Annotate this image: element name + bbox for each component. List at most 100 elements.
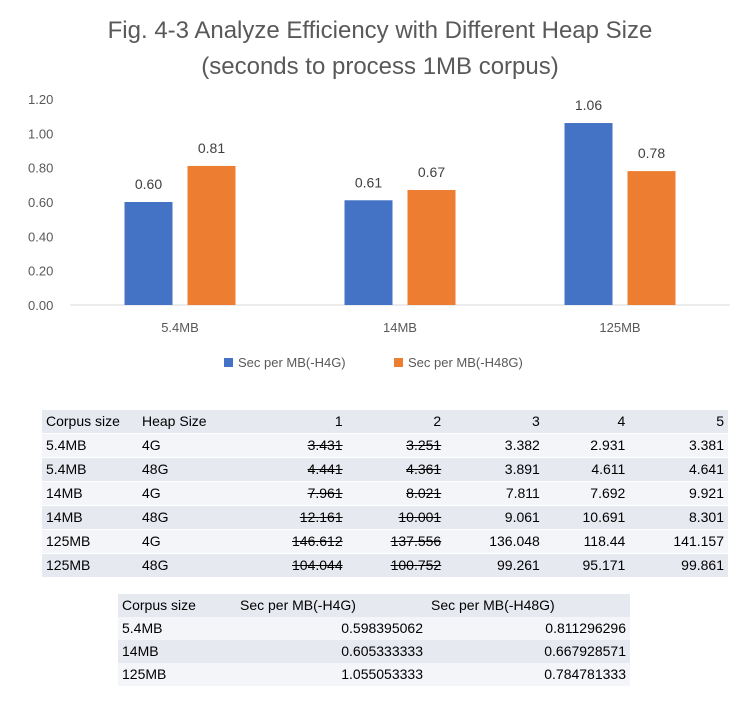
table-cell: 14MB <box>42 481 138 506</box>
table-cell: 2.931 <box>543 433 630 458</box>
y-axis: 0.00 0.20 0.40 0.60 0.80 1.00 1.20 <box>28 92 53 313</box>
column-header: 2 <box>346 410 446 434</box>
legend: Sec per MB(-H4G) Sec per MB(-H48G) <box>224 355 523 370</box>
bar-data-label: 0.61 <box>355 174 382 190</box>
table-cell: 0.667928571 <box>427 640 630 663</box>
table-header-row: Corpus size Heap Size 1 2 3 4 5 <box>42 410 728 434</box>
bar <box>627 171 676 305</box>
table-cell: 0.784781333 <box>427 663 630 686</box>
table-row: 14MB 48G 12.161 10.001 9.061 10.691 8.301 <box>42 505 728 530</box>
x-tick-label: 14MB <box>383 320 417 335</box>
y-tick-label: 0.00 <box>28 298 53 313</box>
chart-title-line-2: (seconds to process 1MB corpus) <box>201 53 558 80</box>
table-cell: 95.171 <box>543 553 630 578</box>
column-header: Sec per MB(-H4G) <box>236 594 427 617</box>
y-tick-label: 1.20 <box>28 92 53 107</box>
column-header: 4 <box>543 410 630 434</box>
table-cell: 9.061 <box>445 505 544 530</box>
bar <box>344 200 393 305</box>
chart-title-line-1: Fig. 4-3 Analyze Efficiency with Differe… <box>108 17 653 44</box>
column-header: 1 <box>248 410 347 434</box>
table-row: 14MB 4G 7.961 8.021 7.811 7.692 9.921 <box>42 481 728 506</box>
table-row: 125MB 4G 146.612 137.556 136.048 118.44 141.15… <box>42 529 728 554</box>
table-cell: 5.4MB <box>118 617 236 640</box>
bar-data-label: 0.60 <box>135 176 162 192</box>
x-axis: 5.4MB 14MB 125MB <box>161 320 640 335</box>
table-cell: 3.382 <box>445 433 544 458</box>
y-tick-label: 0.60 <box>28 195 53 210</box>
column-header: 5 <box>629 410 728 434</box>
table-cell: 125MB <box>42 529 138 554</box>
table-cell: 125MB <box>42 553 138 578</box>
table-cell: 0.811296296 <box>427 617 630 640</box>
table-cell: 4.611 <box>543 457 630 482</box>
bar <box>564 123 613 306</box>
table-cell: 3.891 <box>445 457 544 482</box>
table-cell: 14MB <box>42 505 138 530</box>
table-cell: 4G <box>138 529 248 554</box>
y-tick-label: 0.40 <box>28 229 53 244</box>
table-cell: 48G <box>138 505 248 530</box>
table-row: 14MB 0.605333333 0.667928571 <box>118 640 630 663</box>
table-row: 5.4MB 0.598395062 0.811296296 <box>118 617 630 640</box>
table-row: 5.4MB 4G 3.431 3.251 3.382 2.931 3.381 <box>42 433 728 458</box>
table-cell: 8.301 <box>629 505 728 530</box>
table-cell: 3.431 <box>248 433 347 458</box>
legend-swatch <box>224 358 233 367</box>
table-row: 5.4MB 48G 4.441 4.361 3.891 4.611 4.641 <box>42 457 728 482</box>
table-cell: 10.001 <box>346 505 446 530</box>
table-row: 125MB 48G 104.044 100.752 99.261 95.171 99.861 <box>42 553 728 578</box>
table-cell: 99.261 <box>445 553 544 578</box>
table-cell: 118.44 <box>543 529 630 554</box>
table-cell: 4G <box>138 481 248 506</box>
column-header: Sec per MB(-H48G) <box>427 594 630 617</box>
table-cell: 104.044 <box>248 553 347 578</box>
table-cell: 4G <box>138 433 248 458</box>
table-cell: 7.811 <box>445 481 544 506</box>
table-cell: 48G <box>138 553 248 578</box>
y-tick-label: 1.00 <box>28 126 53 141</box>
table-cell: 136.048 <box>445 529 544 554</box>
y-tick-label: 0.20 <box>28 264 53 279</box>
table-cell: 141.157 <box>629 529 728 554</box>
table-cell: 5.4MB <box>42 457 138 482</box>
table-cell: 100.752 <box>346 553 446 578</box>
table-cell: 146.612 <box>248 529 347 554</box>
table-cell: 3.381 <box>629 433 728 458</box>
table-cell: 7.692 <box>543 481 630 506</box>
legend-label: Sec per MB(-H48G) <box>408 355 523 370</box>
column-header: 3 <box>445 410 544 434</box>
y-tick-label: 0.80 <box>28 161 53 176</box>
column-header: Corpus size <box>118 594 236 617</box>
table-cell: 3.251 <box>346 433 446 458</box>
table-cell: 5.4MB <box>42 433 138 458</box>
summary-header-row: Corpus size Sec per MB(-H4G) Sec per MB(-H… <box>118 594 630 617</box>
bar <box>124 202 173 305</box>
table-cell: 125MB <box>118 663 236 686</box>
table-cell: 10.691 <box>543 505 630 530</box>
table-cell: 0.605333333 <box>236 640 427 663</box>
column-header: Corpus size <box>42 410 138 434</box>
bar-chart: Fig. 4-3 Analyze Efficiency with Differe… <box>28 17 730 370</box>
runs-table: Corpus size Heap Size 1 2 3 4 5 5.4MB 4G 3.431 3.2… <box>42 410 728 578</box>
bar <box>187 165 236 305</box>
bar-data-label: 0.78 <box>638 145 665 161</box>
table-cell: 7.961 <box>248 481 347 506</box>
table-cell: 99.861 <box>629 553 728 578</box>
table-cell: 0.598395062 <box>236 617 427 640</box>
bar-data-label: 0.67 <box>418 164 445 180</box>
table-cell: 137.556 <box>346 529 446 554</box>
table-cell: 9.921 <box>629 481 728 506</box>
bar <box>407 189 456 305</box>
bar-data-label: 0.81 <box>198 140 225 156</box>
table-cell: 4.641 <box>629 457 728 482</box>
table-cell: 48G <box>138 457 248 482</box>
legend-label: Sec per MB(-H4G) <box>238 355 346 370</box>
table-cell: 12.161 <box>248 505 347 530</box>
bar-data-label: 1.06 <box>575 97 602 113</box>
table-cell: 14MB <box>118 640 236 663</box>
table-row: 125MB 1.055053333 0.784781333 <box>118 663 630 686</box>
legend-swatch <box>394 358 403 367</box>
table-cell: 8.021 <box>346 481 446 506</box>
bar-series: 0.60 0.81 0.61 0.67 1.06 0.78 <box>124 97 676 306</box>
